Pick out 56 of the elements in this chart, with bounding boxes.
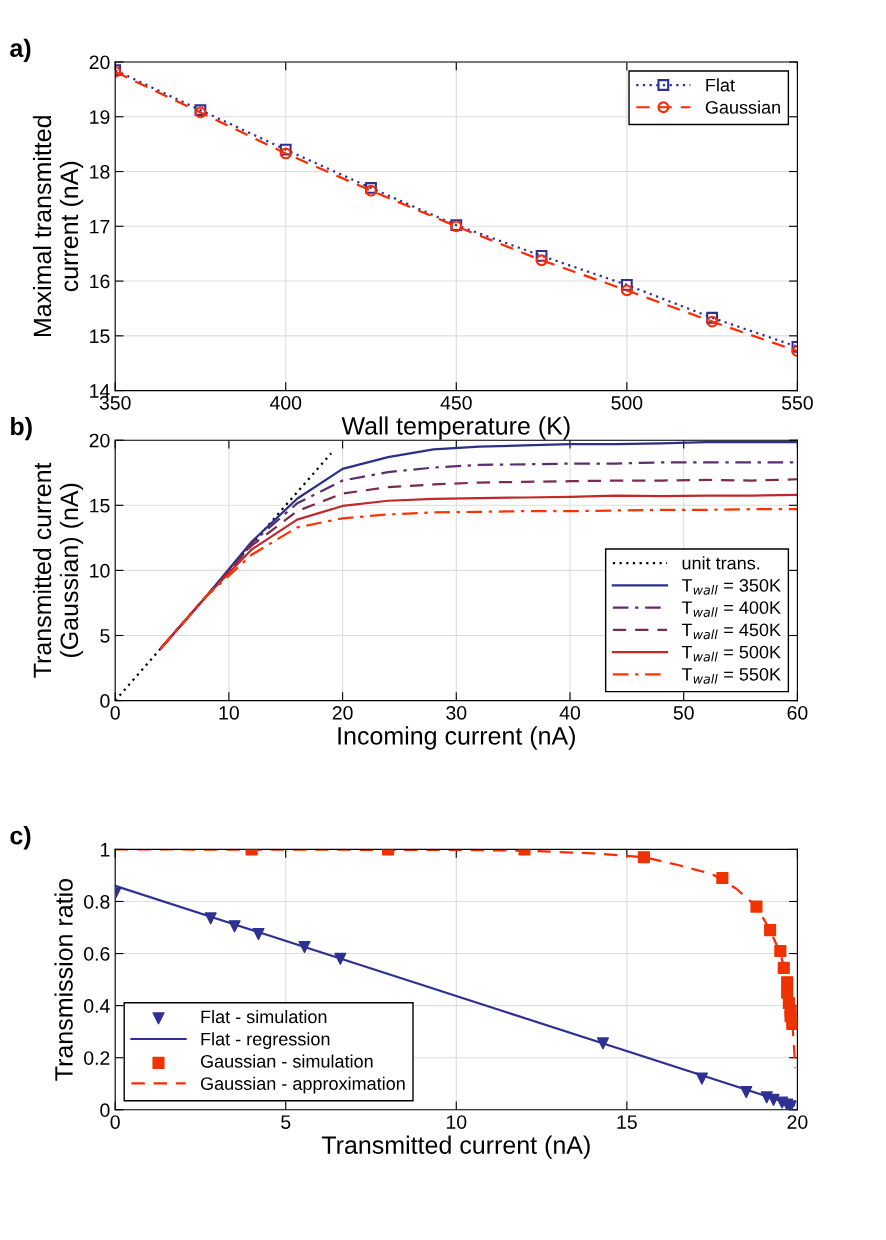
y-tick-label: 1 bbox=[100, 843, 110, 857]
legend-label: T$_{wall}$ = 400K bbox=[681, 601, 781, 617]
legend-label: Flat bbox=[706, 78, 735, 92]
y-tick-label: 15 bbox=[90, 498, 110, 513]
x-tick-label: 50 bbox=[673, 705, 694, 720]
legend-label: Gaussian - approximation bbox=[200, 1076, 405, 1094]
y-tick-label: 0 bbox=[100, 694, 110, 708]
x-tick-label: 450 bbox=[440, 395, 472, 410]
legend-label: T$_{wall}$ = 350K bbox=[681, 578, 781, 595]
legend-label: Flat - regression bbox=[201, 1032, 330, 1050]
y-tick-label: 0 bbox=[100, 1103, 110, 1118]
y-tick-label: 19 bbox=[90, 110, 110, 124]
x-tick-label: 40 bbox=[559, 705, 581, 720]
x-axis-title: Wall temperature (K) bbox=[341, 416, 570, 440]
legend-label: Gaussian bbox=[705, 100, 780, 114]
x-tick-label: 20 bbox=[787, 1115, 808, 1129]
text: a) bbox=[10, 38, 31, 62]
x-tick-label: 20 bbox=[332, 705, 353, 720]
legend-label: unit trans. bbox=[682, 556, 760, 570]
x-tick-label: 10 bbox=[446, 1115, 467, 1129]
y-tick-label: 15 bbox=[90, 329, 110, 344]
y-tick-label: 0.2 bbox=[84, 1051, 110, 1065]
y-tick-label: 0.8 bbox=[84, 894, 110, 909]
y-tick-label: 20 bbox=[89, 433, 110, 448]
x-tick-label: 60 bbox=[787, 705, 808, 720]
x-tick-label: 350 bbox=[99, 395, 131, 410]
text: b) bbox=[11, 416, 32, 441]
y-axis-title: Transmitted current (Gaussian) (nA) bbox=[32, 462, 84, 678]
y-tick-label: 10 bbox=[90, 563, 110, 578]
y-tick-label: 5 bbox=[100, 629, 110, 643]
legend-label: T$_{wall}$ = 500K bbox=[681, 645, 781, 662]
y-tick-label: 20 bbox=[89, 55, 110, 70]
x-axis-title: Transmitted current (nA) bbox=[321, 1135, 590, 1159]
legend-label: Flat - simulation bbox=[201, 1009, 327, 1024]
legend-label: T$_{wall}$ = 550K bbox=[681, 667, 781, 684]
x-tick-label: 0 bbox=[110, 1115, 120, 1129]
y-tick-label: 16 bbox=[90, 274, 110, 289]
y-axis-title: Maximal transmitted current (nA) bbox=[32, 116, 84, 337]
y-tick-label: 0.6 bbox=[84, 947, 110, 961]
y-tick-label: 0.4 bbox=[84, 999, 110, 1013]
text: c) bbox=[10, 826, 31, 850]
x-tick-label: 15 bbox=[617, 1115, 637, 1129]
legend-label: T$_{wall}$ = 450K bbox=[681, 623, 781, 640]
x-tick-label: 10 bbox=[219, 705, 239, 720]
x-tick-label: 400 bbox=[269, 395, 302, 410]
x-tick-label: 500 bbox=[611, 395, 643, 410]
y-tick-label: 18 bbox=[90, 165, 110, 179]
x-tick-label: 5 bbox=[281, 1115, 291, 1129]
x-axis-title: Incoming current (nA) bbox=[338, 726, 575, 750]
x-tick-label: 0 bbox=[110, 705, 120, 720]
legend-label: Gaussian - simulation bbox=[200, 1054, 373, 1068]
y-tick-label: 17 bbox=[90, 219, 110, 234]
x-tick-label: 30 bbox=[446, 705, 467, 720]
x-tick-label: 550 bbox=[781, 395, 813, 410]
y-tick-label: 14 bbox=[90, 384, 110, 398]
y-axis-title: Transmission ratio bbox=[54, 879, 73, 1081]
